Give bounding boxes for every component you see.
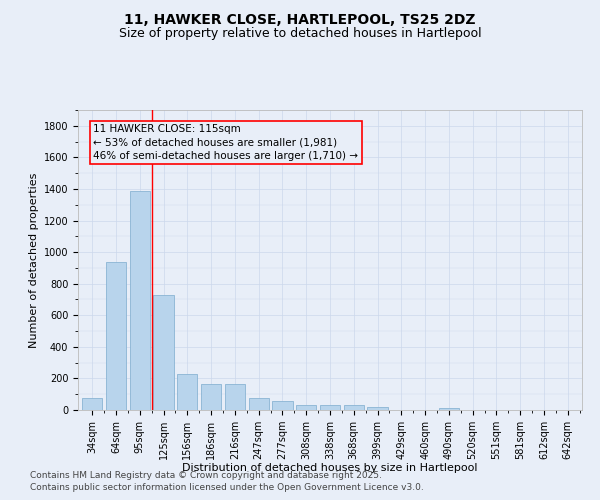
- Bar: [439, 408, 459, 410]
- Bar: [82, 398, 103, 410]
- Text: Contains public sector information licensed under the Open Government Licence v3: Contains public sector information licen…: [30, 484, 424, 492]
- Bar: [225, 384, 245, 410]
- Bar: [367, 407, 388, 410]
- Bar: [296, 406, 316, 410]
- Bar: [130, 190, 150, 410]
- Bar: [272, 402, 293, 410]
- Bar: [154, 294, 173, 410]
- Text: 11 HAWKER CLOSE: 115sqm
← 53% of detached houses are smaller (1,981)
46% of semi: 11 HAWKER CLOSE: 115sqm ← 53% of detache…: [94, 124, 358, 160]
- Bar: [177, 374, 197, 410]
- Bar: [344, 406, 364, 410]
- Text: Size of property relative to detached houses in Hartlepool: Size of property relative to detached ho…: [119, 28, 481, 40]
- Bar: [320, 406, 340, 410]
- Bar: [106, 262, 126, 410]
- Bar: [201, 384, 221, 410]
- X-axis label: Distribution of detached houses by size in Hartlepool: Distribution of detached houses by size …: [182, 464, 478, 473]
- Text: Contains HM Land Registry data © Crown copyright and database right 2025.: Contains HM Land Registry data © Crown c…: [30, 471, 382, 480]
- Text: 11, HAWKER CLOSE, HARTLEPOOL, TS25 2DZ: 11, HAWKER CLOSE, HARTLEPOOL, TS25 2DZ: [124, 12, 476, 26]
- Y-axis label: Number of detached properties: Number of detached properties: [29, 172, 40, 348]
- Bar: [248, 398, 269, 410]
